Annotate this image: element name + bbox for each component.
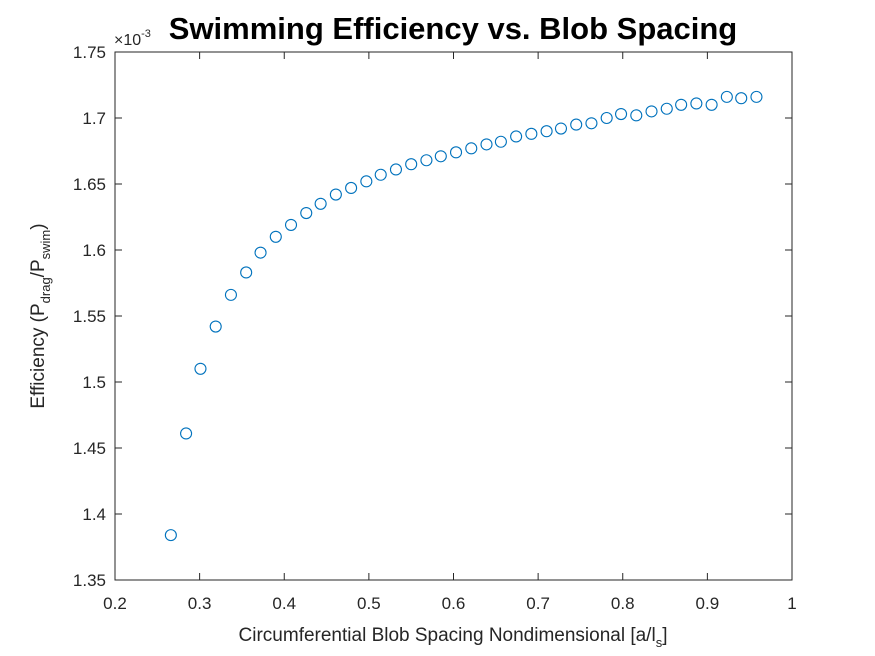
data-point bbox=[345, 181, 358, 195]
data-point bbox=[510, 130, 523, 143]
data-point bbox=[570, 118, 583, 131]
data-point bbox=[300, 206, 313, 220]
x-tick-label: 0.8 bbox=[611, 594, 635, 613]
data-point bbox=[269, 230, 282, 243]
data-point bbox=[449, 146, 463, 159]
y-tick-label: 1.45 bbox=[73, 439, 106, 458]
y-tick-label: 1.65 bbox=[73, 175, 106, 194]
data-point bbox=[194, 362, 207, 375]
x-tick-label: 0.9 bbox=[696, 594, 720, 613]
data-point bbox=[254, 246, 267, 259]
data-point bbox=[360, 175, 373, 188]
data-point bbox=[224, 288, 237, 301]
x-tick-label: 0.2 bbox=[103, 594, 127, 613]
data-markers bbox=[164, 90, 763, 542]
data-point bbox=[735, 92, 748, 105]
y-tick-label: 1.4 bbox=[82, 505, 106, 524]
data-point bbox=[750, 90, 763, 103]
y-tick-label: 1.7 bbox=[82, 109, 106, 128]
data-point bbox=[615, 107, 628, 121]
y-axis-label: Efficiency (Pdrag/Pswim) bbox=[28, 223, 53, 408]
data-point bbox=[525, 127, 538, 140]
data-point bbox=[675, 98, 688, 111]
x-tick-label: 0.4 bbox=[272, 594, 296, 613]
plot-area bbox=[115, 52, 792, 580]
x-tick-label: 0.7 bbox=[526, 594, 550, 613]
y-tick-label: 1.5 bbox=[82, 373, 106, 392]
data-point bbox=[645, 105, 658, 118]
y-exponent-label: ×10-3 bbox=[114, 28, 151, 49]
data-point bbox=[660, 102, 673, 115]
data-point bbox=[374, 168, 387, 181]
data-point bbox=[630, 109, 643, 122]
data-point bbox=[554, 122, 568, 135]
y-tick-labels: 1.35 1.4 1.45 1.5 1.55 1.6 1.65 1.7 1.75 bbox=[73, 43, 106, 590]
data-point bbox=[389, 163, 403, 176]
data-point bbox=[465, 142, 478, 155]
x-tick-label: 0.6 bbox=[442, 594, 466, 613]
x-axis-label: Circumferential Blob Spacing Nondimensio… bbox=[239, 625, 668, 650]
data-point bbox=[494, 135, 507, 148]
data-point bbox=[329, 188, 342, 201]
data-point bbox=[540, 125, 553, 138]
data-point bbox=[720, 90, 733, 103]
y-tick-label: 1.75 bbox=[73, 43, 106, 62]
y-tick-label: 1.55 bbox=[73, 307, 106, 326]
data-point bbox=[284, 218, 298, 231]
data-point bbox=[480, 138, 493, 151]
data-point bbox=[405, 158, 418, 171]
data-point bbox=[240, 266, 253, 279]
x-tick-label: 0.3 bbox=[188, 594, 212, 613]
x-tick-labels: 0.2 0.3 0.4 0.5 0.6 0.7 0.8 0.9 1 bbox=[103, 594, 797, 613]
data-point bbox=[434, 150, 447, 163]
x-tick-label: 0.5 bbox=[357, 594, 381, 613]
chart-title: Swimming Efficiency vs. Blob Spacing bbox=[169, 11, 737, 46]
x-tick-label: 1 bbox=[787, 594, 796, 613]
data-point bbox=[705, 98, 718, 111]
data-point bbox=[585, 117, 598, 130]
data-point bbox=[420, 154, 433, 167]
data-point bbox=[180, 427, 193, 440]
data-point bbox=[164, 529, 177, 542]
axes-box bbox=[114, 51, 793, 581]
y-tick-label: 1.35 bbox=[73, 571, 106, 590]
data-point bbox=[600, 111, 613, 125]
y-tick-label: 1.6 bbox=[82, 241, 106, 260]
data-point bbox=[209, 320, 222, 333]
data-point bbox=[690, 97, 703, 110]
data-point bbox=[314, 197, 327, 210]
